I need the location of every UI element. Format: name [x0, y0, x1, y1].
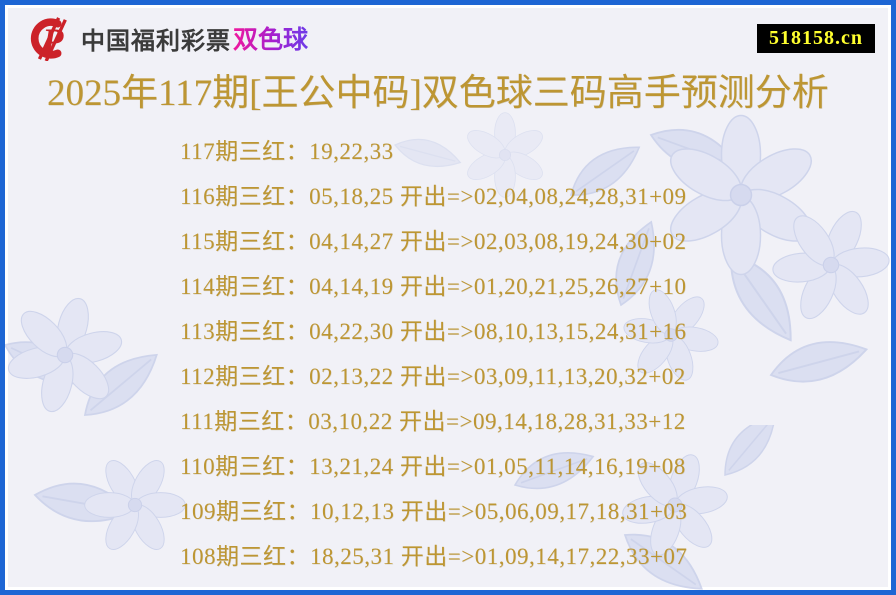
brand-name: 中国福利彩票: [81, 27, 231, 55]
china-welfare-lottery-icon: P: [30, 17, 67, 61]
product-name: 双色球: [233, 20, 308, 56]
prediction-line: 112期三红：02,13,22 开出=>03,09,11,13,20,32+02: [180, 364, 686, 389]
prediction-line: 114期三红：04,14,19 开出=>01,20,21,25,26,27+10: [180, 274, 687, 299]
prediction-line: 109期三红：10,12,13 开出=>05,06,09,17,18,31+03: [180, 499, 688, 524]
prediction-line: 117期三红：19,22,33: [180, 139, 394, 164]
prediction-line: 116期三红：05,18,25 开出=>02,04,08,24,28,31+09: [180, 184, 687, 209]
prediction-line: 108期三红：18,25,31 开出=>01,09,14,17,22,33+07: [180, 544, 688, 569]
prediction-line: 110期三红：13,21,24 开出=>01,05,11,14,16,19+08: [180, 454, 686, 479]
header: P 中国福利彩票 双色球: [27, 14, 308, 62]
prediction-line: 115期三红：04,14,27 开出=>02,03,08,19,24,30+02: [180, 229, 687, 254]
prediction-line: 111期三红：03,10,22 开出=>09,14,18,28,31,33+12: [180, 409, 686, 434]
site-watermark-badge: 518158.cn: [757, 24, 875, 53]
page-title: 2025年117期[王公中码]双色球三码高手预测分析: [47, 73, 829, 114]
prediction-line: 113期三红：04,22,30 开出=>08,10,13,15,24,31+16: [180, 319, 687, 344]
predictions-list: 117期三红：19,22,33 116期三红：05,18,25 开出=>02,04…: [180, 129, 871, 579]
